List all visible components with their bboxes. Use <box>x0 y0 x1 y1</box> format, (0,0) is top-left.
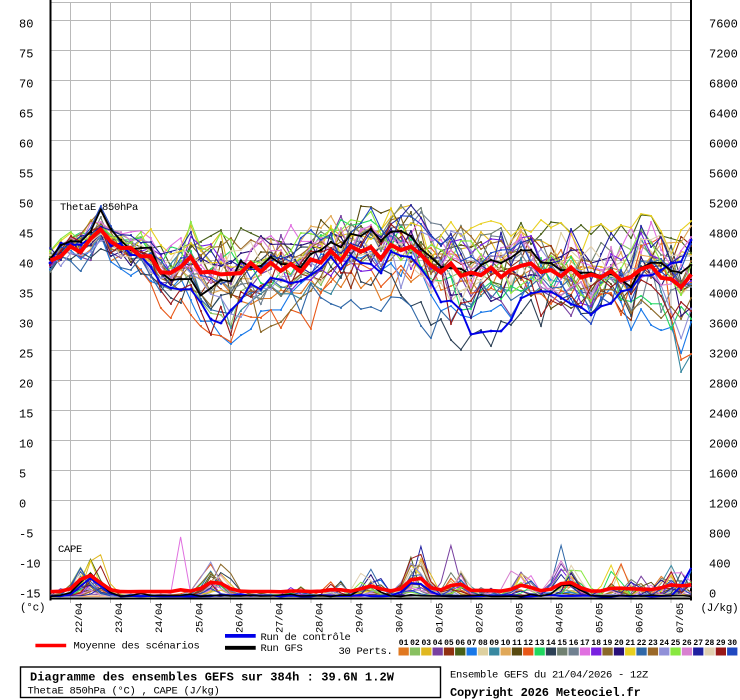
svg-text:15: 15 <box>557 639 567 648</box>
svg-text:5200: 5200 <box>709 198 738 212</box>
svg-text:-5: -5 <box>19 528 33 542</box>
svg-text:30: 30 <box>19 318 33 332</box>
svg-text:7600: 7600 <box>709 18 738 32</box>
svg-text:4400: 4400 <box>709 258 738 272</box>
svg-text:14: 14 <box>546 639 556 648</box>
svg-text:10: 10 <box>19 438 33 452</box>
svg-text:04/05: 04/05 <box>555 603 567 633</box>
svg-text:70: 70 <box>19 78 33 92</box>
svg-text:Run de contrôle: Run de contrôle <box>261 632 351 644</box>
svg-text:6800: 6800 <box>709 78 738 92</box>
svg-text:Copyright 2026 Meteociel.fr: Copyright 2026 Meteociel.fr <box>450 686 641 700</box>
svg-text:03/05: 03/05 <box>515 603 527 633</box>
svg-text:0: 0 <box>709 588 716 602</box>
svg-text:4000: 4000 <box>709 288 738 302</box>
svg-text:1200: 1200 <box>709 498 738 512</box>
svg-text:18: 18 <box>591 639 601 648</box>
svg-text:16: 16 <box>569 639 579 648</box>
svg-text:Diagramme des ensembles GEFS s: Diagramme des ensembles GEFS sur 384h : … <box>30 671 395 685</box>
svg-text:09: 09 <box>489 639 499 648</box>
svg-text:4800: 4800 <box>709 228 738 242</box>
svg-text:23/04: 23/04 <box>114 603 126 633</box>
svg-text:29: 29 <box>716 639 726 648</box>
svg-text:24/04: 24/04 <box>154 603 166 633</box>
svg-text:(°c): (°c) <box>20 603 45 615</box>
svg-text:0: 0 <box>19 498 26 512</box>
svg-text:400: 400 <box>709 558 731 572</box>
svg-text:65: 65 <box>19 108 33 122</box>
svg-text:3200: 3200 <box>709 348 738 362</box>
svg-text:01/05: 01/05 <box>435 603 447 633</box>
svg-text:5: 5 <box>19 468 26 482</box>
svg-text:28: 28 <box>705 639 715 648</box>
svg-text:-10: -10 <box>19 558 41 572</box>
svg-text:26: 26 <box>682 639 692 648</box>
svg-text:03: 03 <box>421 639 431 648</box>
svg-text:1600: 1600 <box>709 468 738 482</box>
svg-text:2800: 2800 <box>709 378 738 392</box>
svg-text:22/04: 22/04 <box>74 603 86 633</box>
svg-text:7200: 7200 <box>709 48 738 62</box>
svg-text:24: 24 <box>659 639 669 648</box>
svg-text:08: 08 <box>478 639 488 648</box>
svg-text:40: 40 <box>19 258 33 272</box>
svg-text:50: 50 <box>19 198 33 212</box>
svg-text:28/04: 28/04 <box>314 603 326 633</box>
svg-text:Ensemble GEFS du 21/04/2026 -: Ensemble GEFS du 21/04/2026 - 12Z <box>450 670 648 682</box>
svg-text:30 Perts.: 30 Perts. <box>339 646 393 658</box>
svg-text:CAPE: CAPE <box>58 544 82 556</box>
svg-text:ThetaE 850hPa (°C) , CAPE (J/k: ThetaE 850hPa (°C) , CAPE (J/kg) <box>28 686 220 698</box>
svg-text:5600: 5600 <box>709 168 738 182</box>
svg-text:26/04: 26/04 <box>234 603 246 633</box>
svg-text:75: 75 <box>19 48 33 62</box>
svg-text:05: 05 <box>444 639 454 648</box>
svg-text:02/05: 02/05 <box>475 603 487 633</box>
svg-text:23: 23 <box>648 639 658 648</box>
svg-text:2400: 2400 <box>709 408 738 422</box>
svg-text:Run GFS: Run GFS <box>261 643 303 655</box>
svg-text:Moyenne des scénarios: Moyenne des scénarios <box>74 641 200 653</box>
svg-text:06: 06 <box>455 639 465 648</box>
svg-text:45: 45 <box>19 228 33 242</box>
svg-text:6400: 6400 <box>709 108 738 122</box>
svg-text:800: 800 <box>709 528 731 542</box>
svg-text:(J/kg): (J/kg) <box>701 603 739 615</box>
svg-text:13: 13 <box>535 639 545 648</box>
svg-text:22: 22 <box>637 639 647 648</box>
svg-text:06/05: 06/05 <box>635 603 647 633</box>
svg-text:30: 30 <box>727 639 737 648</box>
svg-text:25: 25 <box>19 348 33 362</box>
svg-text:27/04: 27/04 <box>274 603 286 633</box>
svg-text:60: 60 <box>19 138 33 152</box>
svg-text:19: 19 <box>603 639 613 648</box>
svg-text:55: 55 <box>19 168 33 182</box>
svg-text:15: 15 <box>19 408 33 422</box>
svg-text:21: 21 <box>625 639 635 648</box>
svg-text:ThetaE 850hPa: ThetaE 850hPa <box>60 202 138 214</box>
svg-text:25/04: 25/04 <box>194 603 206 633</box>
svg-text:11: 11 <box>512 639 522 648</box>
svg-text:27: 27 <box>693 639 703 648</box>
svg-text:02: 02 <box>410 639 420 648</box>
svg-text:07: 07 <box>467 639 477 648</box>
svg-text:01: 01 <box>399 639 409 648</box>
svg-text:12: 12 <box>523 639 533 648</box>
svg-text:20: 20 <box>614 639 624 648</box>
svg-text:05/05: 05/05 <box>595 603 607 633</box>
svg-text:17: 17 <box>580 639 590 648</box>
svg-text:30/04: 30/04 <box>395 603 407 633</box>
svg-text:6000: 6000 <box>709 138 738 152</box>
svg-text:80: 80 <box>19 18 33 32</box>
svg-text:35: 35 <box>19 288 33 302</box>
svg-text:04: 04 <box>433 639 443 648</box>
svg-text:-15: -15 <box>19 588 41 602</box>
svg-text:10: 10 <box>501 639 511 648</box>
svg-text:29/04: 29/04 <box>354 603 366 633</box>
svg-text:07/05: 07/05 <box>675 603 687 633</box>
svg-text:2000: 2000 <box>709 438 738 452</box>
svg-text:3600: 3600 <box>709 318 738 332</box>
svg-text:25: 25 <box>671 639 681 648</box>
svg-text:20: 20 <box>19 378 33 392</box>
